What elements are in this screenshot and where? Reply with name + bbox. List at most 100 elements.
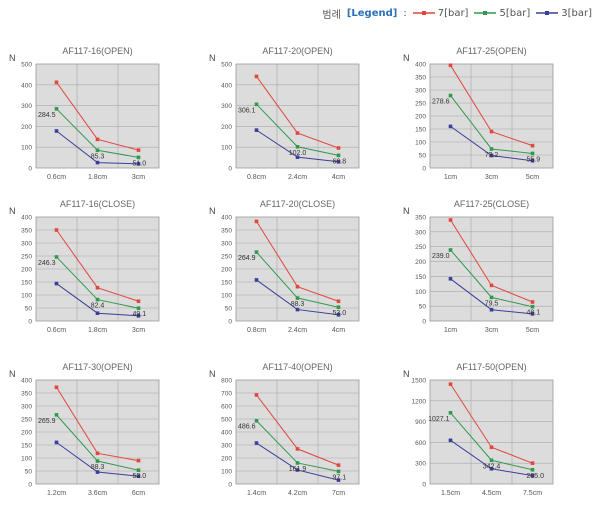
y-tick-label: 250 bbox=[415, 101, 426, 108]
y-tick-label: 400 bbox=[221, 215, 232, 222]
y-tick-label: 300 bbox=[21, 241, 32, 248]
y-tick-label: 100 bbox=[415, 140, 426, 147]
y-tick-label: 200 bbox=[415, 259, 426, 266]
data-point bbox=[448, 63, 453, 68]
data-point bbox=[54, 80, 59, 85]
data-label: 284.5 bbox=[38, 112, 56, 119]
data-point bbox=[295, 468, 300, 472]
y-tick-label: 0 bbox=[28, 166, 32, 173]
data-point bbox=[295, 155, 300, 159]
data-point bbox=[295, 296, 300, 300]
data-point bbox=[336, 153, 341, 158]
data-point bbox=[336, 463, 341, 467]
data-label: 264.9 bbox=[238, 255, 256, 262]
data-point bbox=[448, 93, 453, 98]
data-point bbox=[254, 102, 259, 107]
data-point bbox=[530, 461, 535, 465]
data-label: 278.6 bbox=[432, 99, 450, 106]
y-tick-label: 300 bbox=[221, 241, 232, 248]
data-point bbox=[295, 307, 300, 312]
x-tick-label: 1.5cm bbox=[441, 490, 460, 497]
y-tick-label: 400 bbox=[21, 82, 32, 89]
y-tick-label: 300 bbox=[221, 103, 232, 110]
data-point bbox=[136, 306, 141, 311]
x-tick-label: 3cm bbox=[132, 327, 145, 334]
x-tick-label: 3cm bbox=[485, 174, 498, 181]
data-point bbox=[530, 151, 535, 156]
y-tick-label: 300 bbox=[21, 404, 32, 411]
x-tick-label: 3.6cm bbox=[88, 490, 107, 497]
x-tick-label: 3cm bbox=[132, 174, 145, 181]
y-tick-label: 250 bbox=[415, 244, 426, 251]
data-point bbox=[530, 473, 535, 478]
data-point bbox=[295, 131, 300, 135]
data-point bbox=[95, 311, 100, 315]
data-point bbox=[136, 468, 141, 473]
x-tick-label: 1.2cm bbox=[47, 490, 66, 497]
y-axis-label: N bbox=[209, 206, 216, 216]
y-axis-label: N bbox=[403, 369, 410, 379]
data-point bbox=[530, 300, 535, 304]
x-tick-label: 2.4cm bbox=[288, 174, 307, 181]
x-tick-label: 1cm bbox=[444, 174, 457, 181]
data-point bbox=[448, 410, 453, 415]
y-tick-label: 500 bbox=[221, 417, 232, 424]
data-point bbox=[54, 228, 59, 232]
y-tick-label: 0 bbox=[228, 482, 232, 489]
data-point bbox=[136, 458, 141, 463]
chart-title: AF117-25(CLOSE) bbox=[454, 199, 529, 209]
data-point bbox=[136, 299, 141, 304]
data-point bbox=[336, 478, 341, 482]
data-label: 88.3 bbox=[91, 464, 105, 471]
data-point bbox=[54, 107, 59, 111]
data-point bbox=[295, 284, 300, 289]
x-tick-label: 4.2cm bbox=[288, 490, 307, 497]
x-tick-label: 2.4cm bbox=[288, 327, 307, 334]
data-label: 85.3 bbox=[91, 153, 105, 160]
data-label: 73.2 bbox=[485, 152, 499, 159]
x-tick-label: 0.6cm bbox=[47, 327, 66, 334]
data-point bbox=[489, 295, 494, 300]
y-tick-label: 0 bbox=[28, 482, 32, 489]
y-tick-label: 50 bbox=[25, 469, 33, 476]
data-point bbox=[54, 255, 59, 259]
data-point bbox=[448, 124, 453, 129]
y-axis-label: N bbox=[9, 53, 16, 63]
y-tick-label: 300 bbox=[415, 229, 426, 236]
data-label: 1027.1 bbox=[428, 416, 450, 423]
data-label: 205.0 bbox=[527, 473, 545, 480]
data-point bbox=[530, 158, 535, 163]
data-label: 342.4 bbox=[483, 463, 501, 470]
y-tick-label: 0 bbox=[228, 319, 232, 326]
data-point bbox=[336, 299, 341, 304]
data-point bbox=[295, 447, 300, 451]
data-label: 102.0 bbox=[289, 150, 307, 157]
legend-label: 5[bar] bbox=[499, 7, 531, 19]
x-tick-label: 7.5cm bbox=[523, 490, 542, 497]
data-point bbox=[295, 144, 300, 149]
y-axis-label: N bbox=[9, 206, 16, 216]
data-point bbox=[136, 474, 141, 478]
data-label: 246.3 bbox=[38, 260, 56, 267]
chart-title: AF117-40(OPEN) bbox=[262, 362, 332, 372]
legend-swatch-red bbox=[412, 11, 435, 15]
data-point bbox=[95, 137, 100, 142]
data-point bbox=[448, 218, 453, 222]
y-tick-label: 50 bbox=[419, 153, 427, 160]
data-label: 239.0 bbox=[432, 253, 450, 260]
data-point bbox=[254, 441, 259, 445]
data-label: 55.9 bbox=[527, 156, 541, 163]
y-tick-label: 300 bbox=[415, 461, 426, 468]
chart-panel: AF117-50(OPEN) N 0 300 600 900 1200 1500 1.5cm 4.… bbox=[403, 362, 554, 497]
y-tick-label: 150 bbox=[21, 280, 32, 287]
y-tick-label: 300 bbox=[221, 443, 232, 450]
chart-panel: AF117-40(OPEN) N 0 100 200 300 400 500 600 700 800… bbox=[209, 362, 360, 497]
data-point bbox=[54, 440, 59, 445]
y-tick-label: 150 bbox=[415, 274, 426, 281]
legend-swatch-blue bbox=[536, 11, 559, 15]
chart-title: AF117-16(OPEN) bbox=[62, 46, 132, 56]
y-tick-label: 100 bbox=[21, 145, 32, 152]
chart-panel: AF117-25(OPEN) N 0 50 100 150 200 250 300 350 400 1… bbox=[403, 46, 554, 181]
y-tick-label: 400 bbox=[21, 215, 32, 222]
data-point bbox=[295, 461, 300, 465]
